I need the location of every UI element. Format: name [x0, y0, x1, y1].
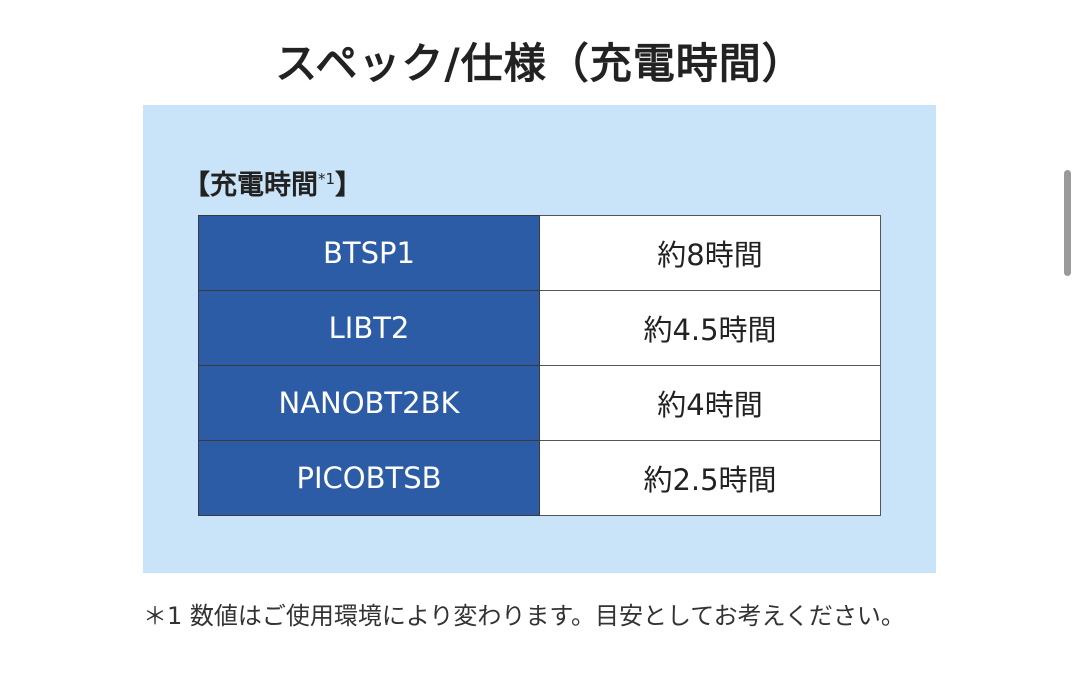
- spec-panel: 【充電時間*1】 BTSP1 約8時間 LIBT2 約4.5時間 NANOBT2BK 約4…: [143, 105, 936, 573]
- table-row: BTSP1 約8時間: [198, 215, 881, 291]
- model-cell: LIBT2: [198, 290, 540, 366]
- bracket: 【: [183, 170, 210, 201]
- table-row: PICOBTSB 約2.5時間: [198, 440, 881, 516]
- time-cell: 約8時間: [539, 215, 881, 291]
- note-mark: *1: [318, 170, 336, 188]
- time-cell: 約4時間: [539, 365, 881, 441]
- model-cell: BTSP1: [198, 215, 540, 291]
- page-title: スペック/仕様（充電時間）: [275, 39, 805, 88]
- heading-label: 充電時間: [210, 170, 318, 201]
- model-cell: NANOBT2BK: [198, 365, 540, 441]
- time-cell: 約4.5時間: [539, 290, 881, 366]
- scrollbar[interactable]: [1064, 170, 1071, 276]
- footnote: ＊1 数値はご使用環境により変わります。目安としてお考えください。: [143, 602, 905, 630]
- section-heading: 【充電時間*1】: [183, 163, 362, 202]
- time-cell: 約2.5時間: [539, 440, 881, 516]
- charge-table: BTSP1 約8時間 LIBT2 約4.5時間 NANOBT2BK 約4時間 PICOBTS…: [198, 215, 881, 516]
- table-row: NANOBT2BK 約4時間: [198, 365, 881, 441]
- model-cell: PICOBTSB: [198, 440, 540, 516]
- table-row: LIBT2 約4.5時間: [198, 290, 881, 366]
- bracket: 】: [335, 170, 363, 201]
